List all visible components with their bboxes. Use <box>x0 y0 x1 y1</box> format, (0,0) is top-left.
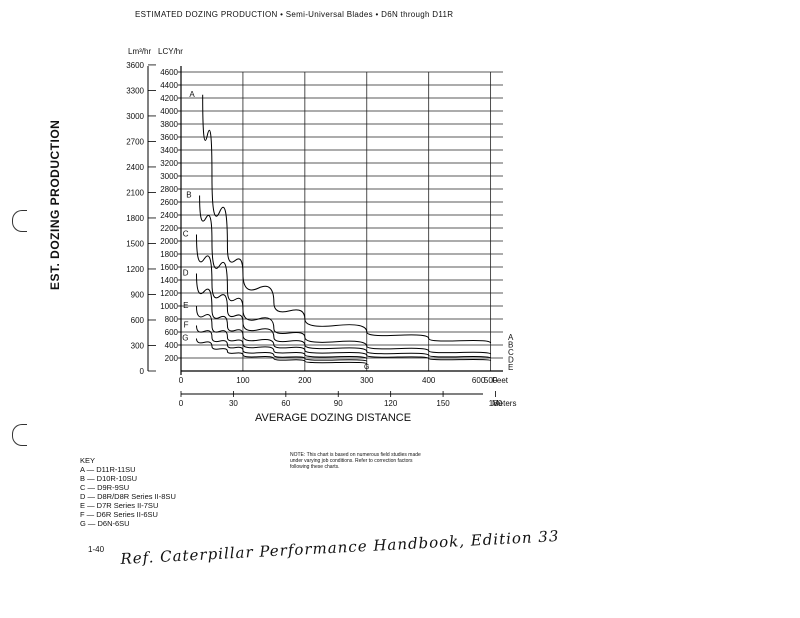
lcy-tick-label: 4600 <box>160 68 178 77</box>
curve-label-left: A <box>189 90 195 99</box>
curve-e <box>195 305 368 359</box>
binding-hole-mark <box>12 210 27 232</box>
lm3-tick-label: 900 <box>131 290 145 299</box>
curve-label-g-end: G <box>364 364 369 371</box>
chart-note: NOTE: This chart is based on numerous fi… <box>290 452 421 470</box>
key-row-b: B — D10R-10SU <box>80 474 138 483</box>
lm3-tick-label: 3600 <box>126 61 144 70</box>
lcy-tick-label: 600 <box>165 328 179 337</box>
lcy-tick-label: 4400 <box>160 81 178 90</box>
key-row-a: A — D11R-11SU <box>80 465 136 474</box>
lm3-tick-label: 1800 <box>126 214 144 223</box>
meters-tick-label: 150 <box>436 399 450 408</box>
curves <box>195 94 492 365</box>
lcy-tick-label: 200 <box>165 354 179 363</box>
feet-tick-label: 600 <box>472 376 486 385</box>
meters-tick-label: 90 <box>334 399 343 408</box>
lcy-tick-label: 2600 <box>160 198 178 207</box>
feet-tick-label: 400 <box>422 376 436 385</box>
curve-f <box>195 325 368 362</box>
meters-tick-label: 180 <box>489 399 503 408</box>
lm3-tick-label: 2400 <box>126 163 144 172</box>
lcy-tick-label: 3400 <box>160 146 178 155</box>
curve-d <box>195 273 492 362</box>
curve-label-left: C <box>183 230 189 239</box>
lcy-tick-label: 2000 <box>160 237 178 246</box>
tick-labels: Lm³/hr LCY/hr4600440042004000380036003400… <box>126 47 516 408</box>
key-row-f: F — D6R Series II-6SU <box>80 510 158 519</box>
key-row-c: C — D9R-9SU <box>80 483 130 492</box>
meters-unit-label: Meters <box>492 399 516 408</box>
page-number: 1-40 <box>88 545 105 554</box>
curve-c <box>195 234 492 359</box>
meters-tick-label: 60 <box>281 399 290 408</box>
lm3-tick-label: 300 <box>131 341 145 350</box>
lm3-tick-label: 1500 <box>126 239 144 248</box>
feet-tick-label: 500 <box>484 376 498 385</box>
feet-tick-label: 100 <box>236 376 250 385</box>
curve-label-right: C <box>508 348 514 357</box>
curve-label-right: A <box>508 333 514 342</box>
curve-label-right: E <box>508 363 513 372</box>
curve-b <box>199 195 492 355</box>
lcy-tick-label: 4200 <box>160 94 178 103</box>
lm3-tick-label: 3000 <box>126 112 144 121</box>
curve-label-right: D <box>508 356 514 365</box>
curve-label-left: B <box>186 191 191 200</box>
lm3-tick-label: 600 <box>131 316 145 325</box>
lcy-tick-label: 3000 <box>160 172 178 181</box>
curve-label-left: G <box>182 334 188 343</box>
lcy-tick-label: 3800 <box>160 120 178 129</box>
lcy-tick-label: 800 <box>165 315 179 324</box>
lcy-unit-label: LCY/hr <box>158 47 183 56</box>
lcy-tick-label: 400 <box>165 341 179 350</box>
key-row-d: D — D8R/D8R Series II-8SU <box>80 492 176 501</box>
lcy-tick-label: 1800 <box>160 250 178 259</box>
legend-key: KEY A — D11R-11SU B — D10R-10SU C — D9R-… <box>80 456 176 528</box>
grid <box>181 71 503 371</box>
lcy-tick-label: 1400 <box>160 276 178 285</box>
key-heading: KEY <box>80 456 96 465</box>
binding-hole-mark <box>12 424 27 446</box>
feet-unit-label: Feet <box>492 376 509 385</box>
lm3-tick-label: 3300 <box>126 86 144 95</box>
x-axis-title: AVERAGE DOZING DISTANCE <box>255 412 412 424</box>
key-row-e: E — D7R Series II-7SU <box>80 501 159 510</box>
lcy-tick-label: 4000 <box>160 107 178 116</box>
meters-tick-label: 120 <box>384 399 398 408</box>
meters-tick-label: 0 <box>179 399 184 408</box>
lm3-tick-label: 0 <box>140 367 145 376</box>
lm3-tick-label: 2100 <box>126 188 144 197</box>
lcy-tick-label: 1600 <box>160 263 178 272</box>
lcy-tick-label: 2200 <box>160 224 178 233</box>
lcy-tick-label: 2400 <box>160 211 178 220</box>
lm3-unit-label: Lm³/hr <box>128 47 151 56</box>
meters-tick-label: 30 <box>229 399 238 408</box>
feet-tick-label: 200 <box>298 376 312 385</box>
lcy-tick-label: 1200 <box>160 289 178 298</box>
curve-label-right: B <box>508 341 513 350</box>
lcy-tick-label: 1000 <box>160 302 178 311</box>
feet-tick-label: 300 <box>360 376 374 385</box>
curve-g <box>195 338 368 365</box>
lcy-tick-label: 3600 <box>160 133 178 142</box>
chart-title: ESTIMATED DOZING PRODUCTION • Semi-Unive… <box>135 10 454 19</box>
key-row-g: G — D6N-6SU <box>80 519 130 528</box>
curve-a <box>202 94 492 344</box>
axes <box>147 64 503 397</box>
curve-label-left: D <box>183 269 189 278</box>
feet-tick-label: 0 <box>179 376 184 385</box>
lm3-tick-label: 2700 <box>126 137 144 146</box>
lcy-tick-label: 2800 <box>160 185 178 194</box>
curve-label-left: F <box>184 321 189 330</box>
lcy-tick-label: 3200 <box>160 159 178 168</box>
lm3-tick-label: 1200 <box>126 265 144 274</box>
curve-label-left: E <box>183 301 188 310</box>
